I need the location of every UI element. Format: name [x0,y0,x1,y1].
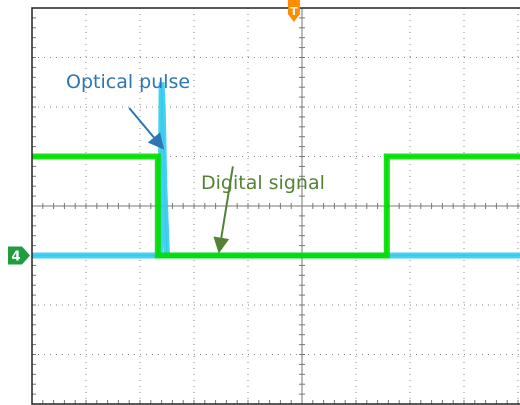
trigger-marker-label: T [290,5,298,18]
annotation-optical-pulse: Optical pulse [66,71,191,93]
trace-optical-pulse-edge [32,82,520,257]
trigger-marker [287,0,300,22]
trace-digital-signal-edge [32,155,520,257]
plot-frame [31,7,520,405]
channel-marker-label: 4 [11,250,20,265]
channel-marker [8,246,30,265]
annotation-arrow-digital-signal [213,166,234,254]
annotation-digital-signal: Digital signal [201,172,325,194]
trace-optical-pulse [32,82,520,259]
annotation-arrow-optical-pulse [128,107,165,150]
